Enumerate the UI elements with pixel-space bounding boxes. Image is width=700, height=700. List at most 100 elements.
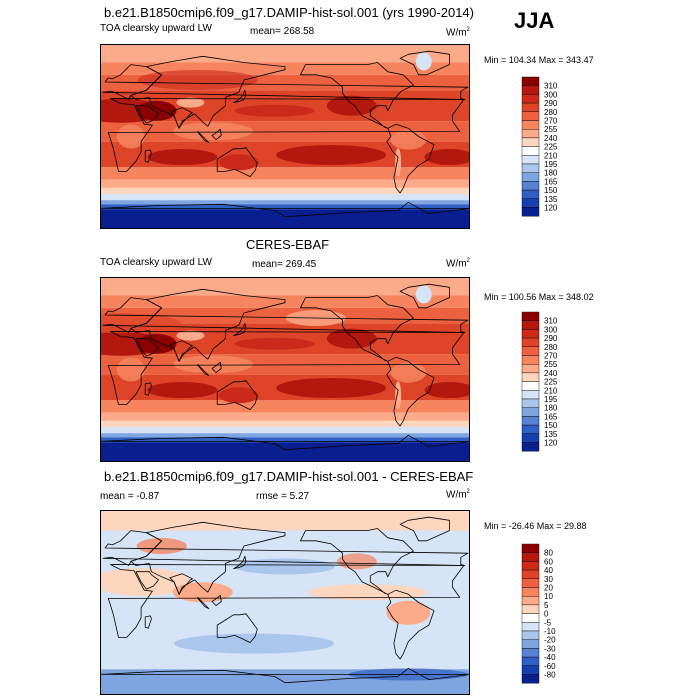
south-america-outline (386, 123, 435, 194)
colorbar-1-box-7 (521, 372, 540, 382)
panel-2-minmax: Min = 100.56 Max = 348.02 (484, 292, 594, 302)
season-label: JJA (514, 8, 555, 33)
colorbar-2-label-5: 10 (544, 592, 553, 601)
panel-1-mean-label: mean= 268.58 (250, 26, 315, 37)
colorbar-2-label-13: -60 (544, 662, 556, 671)
warm-pool-patch (173, 122, 254, 141)
panel-3-map (100, 510, 470, 695)
colorbar-1-label-4: 270 (544, 352, 558, 361)
colorbar-2-box-7 (521, 604, 540, 614)
panel-1-variable-label: TOA clearsky upward LW (100, 23, 212, 34)
panel-2-title: CERES-EBAF (246, 237, 330, 252)
colorbar-0-label-14: 120 (544, 204, 558, 213)
greenland-patch (415, 285, 432, 304)
colorbar-1-label-13: 135 (544, 430, 558, 439)
colorbar-2-box-8 (521, 613, 540, 623)
north-pacific-patch (234, 104, 315, 117)
colorbar-2-box-13 (521, 656, 540, 666)
panel-1-map (100, 44, 470, 229)
colorbar-0-box-4 (521, 111, 540, 121)
band-midlat-south (100, 400, 470, 413)
colorbar-0-label-8: 210 (544, 151, 558, 160)
panel-2-colorbar: 3103002902802702552402252101951801651501… (521, 311, 558, 452)
colorbar-2-box-12 (521, 648, 540, 658)
australia-outline (216, 147, 258, 178)
colorbar-2-label-7: 0 (544, 610, 549, 619)
north-america-outline (299, 62, 414, 129)
colorbar-0-box-1 (521, 85, 540, 95)
panel-1-colorbar: 3103002902802702552402252101951801651501… (521, 76, 558, 217)
madagascar-outline (144, 149, 152, 163)
north-america-outline (299, 528, 414, 595)
colorbar-0-box-15 (521, 207, 540, 217)
colorbar-2-label-8: -5 (544, 618, 552, 627)
panel-1-minmax: Min = 104.34 Max = 343.47 (484, 55, 594, 65)
colorbar-2-box-3 (521, 569, 540, 580)
diff-southern-ocean-patch (174, 633, 335, 654)
colorbar-2-box-1 (521, 552, 540, 562)
panel-1-title: b.e21.B1850cmip6.f09_g17.DAMIP-hist-sol.… (104, 5, 474, 20)
band-south-5 (100, 204, 470, 210)
map-1-frame (100, 277, 470, 462)
colorbar-2-label-14: -80 (544, 671, 556, 680)
colorbar-2-label-0: 80 (544, 549, 553, 558)
colorbar-0-label-0: 310 (544, 82, 558, 91)
colorbar-0-label-12: 150 (544, 186, 558, 195)
map-2-frame (100, 510, 470, 695)
colorbar-1-box-9 (521, 390, 540, 400)
colorbar-2-label-6: 5 (544, 601, 549, 610)
colorbar-0-label-6: 240 (544, 134, 558, 143)
colorbar-1-label-9: 195 (544, 395, 558, 404)
colorbar-1-label-3: 280 (544, 343, 558, 352)
africa-outline (107, 98, 465, 172)
band-antarctic (100, 209, 470, 229)
africa-outline (107, 331, 465, 405)
colorbar-1-label-11: 165 (544, 412, 558, 421)
andes-patch (395, 148, 402, 177)
colorbar-0-label-10: 180 (544, 169, 558, 178)
colorbar-1-label-2: 290 (544, 334, 558, 343)
band-south-2 (100, 420, 470, 428)
panel-1-units: W/m2 (446, 27, 470, 39)
colorbar-1-label-7: 225 (544, 378, 558, 387)
band-south-1 (100, 179, 470, 188)
colorbar-1-box-5 (521, 355, 540, 365)
colorbar-2-box-14 (521, 665, 540, 675)
india-outline (169, 573, 193, 595)
central-africa-patch (116, 357, 145, 382)
greenland-outline (399, 283, 450, 309)
sumatra-outline (197, 131, 210, 144)
diff-arctic (100, 510, 470, 531)
colorbar-1-label-6: 240 (544, 369, 558, 378)
colorbar-0-box-8 (521, 146, 540, 156)
band-south-1 (100, 412, 470, 421)
japan-outline (233, 555, 247, 569)
colorbar-0-box-12 (521, 181, 540, 191)
madagascar-outline (144, 382, 152, 396)
band-south-2 (100, 187, 470, 195)
greenland-patch (415, 52, 432, 71)
colorbar-1-box-3 (521, 337, 540, 348)
tibet-patch (176, 97, 205, 108)
band-south-3 (100, 427, 470, 434)
borneo-outline (211, 594, 222, 606)
siberia-patch (137, 69, 258, 90)
band-south-5 (100, 437, 470, 443)
antarctica-outline (100, 667, 470, 684)
arabia-outline (135, 105, 159, 124)
north-america-outline (299, 295, 414, 362)
australia-patch (218, 154, 259, 171)
south-america-outline (386, 356, 435, 427)
colorbar-0-box-14 (521, 198, 540, 208)
india-outline (169, 340, 193, 362)
colorbar-1-box-10 (521, 398, 540, 408)
indian-ocean-patch (147, 382, 218, 399)
band-midlat-north (100, 307, 470, 324)
colorbar-0-label-7: 225 (544, 143, 558, 152)
colorbar-2-box-4 (521, 578, 540, 588)
colorbar-1-label-14: 120 (544, 439, 558, 448)
panel-2-map (100, 277, 470, 462)
colorbar-1-label-10: 180 (544, 404, 558, 413)
colorbar-0-label-3: 280 (544, 108, 558, 117)
